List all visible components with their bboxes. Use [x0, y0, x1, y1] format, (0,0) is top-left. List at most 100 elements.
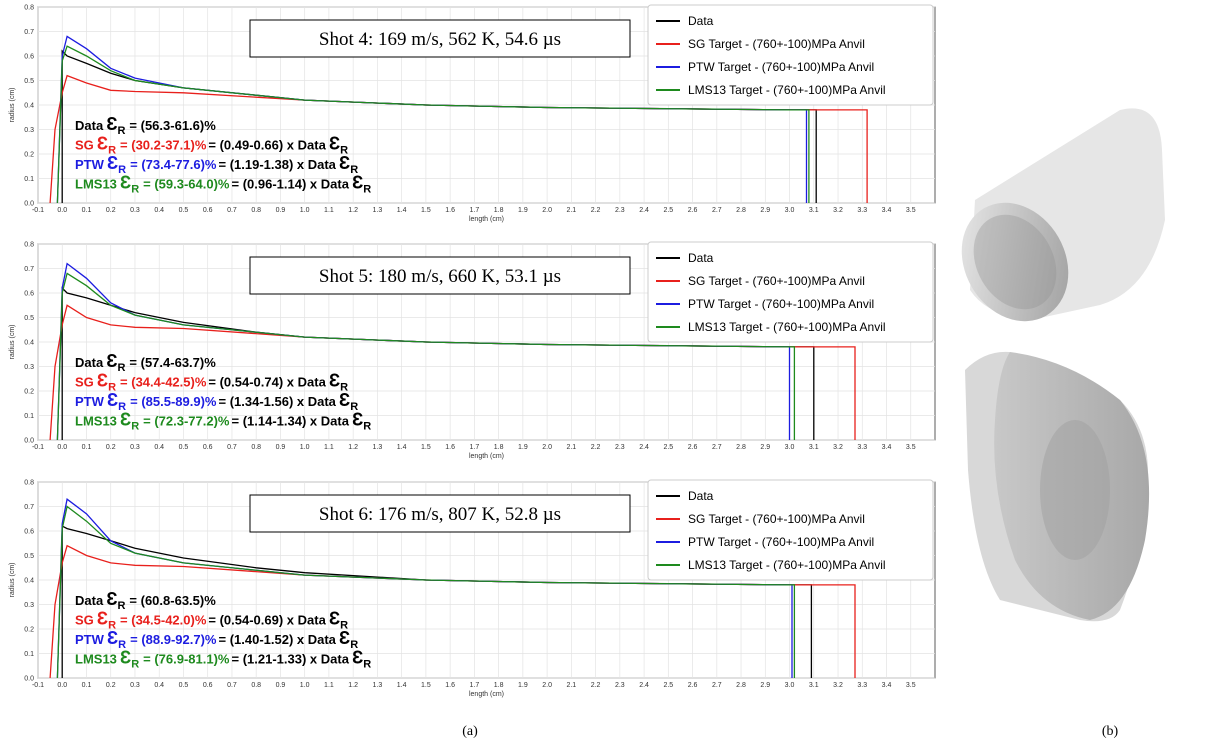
- x-tick-label: 1.6: [445, 444, 455, 451]
- info-box: [249, 256, 631, 295]
- x-tick-label: 2.2: [591, 444, 601, 451]
- annotation-part: R: [131, 184, 139, 196]
- x-tick-label: 0.7: [227, 444, 237, 451]
- x-tick-label: 2.7: [712, 682, 722, 689]
- annotation-part: = (34.4-42.5)%: [120, 375, 207, 390]
- x-tick-label: 1.5: [421, 444, 431, 451]
- x-tick-label: 2.9: [760, 444, 770, 451]
- x-tick-label: 2.4: [639, 207, 649, 214]
- annotation-part: Ɛ: [107, 628, 118, 648]
- annotation-part: = (88.9-92.7)%: [130, 632, 217, 647]
- x-tick-label: 2.6: [688, 207, 698, 214]
- x-tick-label: 2.0: [542, 444, 552, 451]
- x-tick-label: 2.5: [663, 682, 673, 689]
- y-axis-label: radius (cm): [9, 324, 16, 359]
- annotation-part: Data: [75, 118, 104, 133]
- x-tick-label: 1.0: [300, 207, 310, 214]
- x-tick-label: 3.3: [857, 207, 867, 214]
- x-tick-label: 3.2: [833, 682, 843, 689]
- legend-label: PTW Target - (760+-100)MPa Anvil: [688, 60, 874, 74]
- legend-label: SG Target - (760+-100)MPa Anvil: [688, 512, 865, 526]
- annotation-part: = (0.49-0.66) x Data: [208, 138, 326, 153]
- annotation-part: R: [363, 421, 371, 433]
- legend-label: Data: [688, 489, 714, 503]
- x-tick-label: 0.4: [154, 444, 164, 451]
- y-tick-label: 0.7: [24, 266, 34, 273]
- x-tick-label: 3.1: [809, 444, 819, 451]
- annotation-part: Data: [75, 593, 104, 608]
- annotation-part: R: [350, 164, 358, 176]
- x-tick-label: 0.4: [154, 682, 164, 689]
- x-tick-label: 0.0: [57, 444, 67, 451]
- annotation-part: Ɛ: [329, 371, 340, 391]
- x-tick-label: 2.6: [688, 444, 698, 451]
- legend-label: SG Target - (760+-100)MPa Anvil: [688, 274, 865, 288]
- annotation-part: = (1.40-1.52) x Data: [218, 632, 336, 647]
- y-tick-label: 0.3: [24, 127, 34, 134]
- annotation-part: Ɛ: [106, 114, 117, 134]
- x-tick-label: 2.6: [688, 682, 698, 689]
- x-tick-label: 2.7: [712, 444, 722, 451]
- x-tick-label: 0.6: [203, 444, 213, 451]
- caption: (b): [1102, 724, 1119, 739]
- legend-label: PTW Target - (760+-100)MPa Anvil: [688, 297, 874, 311]
- x-tick-label: 0.8: [251, 682, 261, 689]
- annotation: Data ƐR = (56.3-61.6)%: [75, 114, 216, 137]
- annotation-part: PTW: [75, 157, 105, 172]
- y-tick-label: 0.4: [24, 578, 34, 585]
- annotation: PTW ƐR = (73.4-77.6)% = (1.19-1.38) x Data Ɛ…: [75, 153, 358, 176]
- x-tick-label: 1.3: [373, 444, 383, 451]
- annotation-part: R: [117, 362, 125, 374]
- annotation-part: R: [363, 659, 371, 671]
- annotation-part: SG: [75, 613, 94, 628]
- legend-label: LMS13 Target - (760+-100)MPa Anvil: [688, 558, 886, 572]
- annotation-part: R: [117, 600, 125, 612]
- y-axis-label: radius (cm): [9, 562, 16, 597]
- x-tick-label: 2.8: [736, 682, 746, 689]
- x-tick-label: 1.0: [300, 444, 310, 451]
- annotation-part: = (56.3-61.6)%: [129, 118, 216, 133]
- y-tick-label: 0.1: [24, 413, 34, 420]
- annotation-part: = (73.4-77.6)%: [130, 157, 217, 172]
- x-tick-label: 3.5: [906, 444, 916, 451]
- annotation-part: Ɛ: [352, 173, 363, 193]
- series-line: [56, 505, 796, 679]
- x-tick-label: 3.5: [906, 682, 916, 689]
- x-tick-label: 2.0: [542, 207, 552, 214]
- x-tick-label: 0.1: [82, 682, 92, 689]
- y-tick-label: 0.5: [24, 78, 34, 85]
- annotation-part: R: [131, 421, 139, 433]
- annotation-part: Ɛ: [107, 153, 118, 173]
- x-tick-label: 3.0: [785, 444, 795, 451]
- x-tick-label: -0.1: [32, 444, 44, 451]
- x-tick-label: 2.1: [566, 444, 576, 451]
- x-tick-label: 3.4: [882, 444, 892, 451]
- x-tick-label: 1.1: [324, 682, 334, 689]
- annotation-part: Ɛ: [107, 390, 118, 410]
- x-tick-label: 1.4: [397, 207, 407, 214]
- x-tick-label: 0.2: [106, 207, 116, 214]
- info-box: [249, 19, 631, 58]
- x-tick-label: 0.5: [179, 444, 189, 451]
- legend-label: PTW Target - (760+-100)MPa Anvil: [688, 535, 874, 549]
- y-tick-label: 0.7: [24, 504, 34, 511]
- info-text: Shot 4: 169 m/s, 562 K, 54.6 µs: [319, 29, 561, 50]
- x-tick-label: 3.2: [833, 207, 843, 214]
- annotation-part: Ɛ: [329, 134, 340, 154]
- annotation-part: Data: [75, 355, 104, 370]
- annotation-part: R: [340, 382, 348, 394]
- x-tick-label: 1.9: [518, 207, 528, 214]
- y-tick-label: 0.3: [24, 364, 34, 371]
- annotation-part: = (76.9-81.1)%: [143, 652, 230, 667]
- x-tick-label: 0.9: [276, 444, 286, 451]
- legend: [647, 4, 934, 106]
- y-tick-label: 0.6: [24, 529, 34, 536]
- y-tick-label: 0.5: [24, 553, 34, 560]
- y-tick-label: 0.8: [24, 5, 34, 12]
- x-tick-label: 0.0: [57, 207, 67, 214]
- x-tick-label: 0.2: [106, 682, 116, 689]
- annotation: SG ƐR = (34.4-42.5)% = (0.54-0.74) x Data ƐR: [75, 371, 348, 394]
- x-tick-label: 1.7: [470, 444, 480, 451]
- y-tick-label: 0.0: [24, 201, 34, 208]
